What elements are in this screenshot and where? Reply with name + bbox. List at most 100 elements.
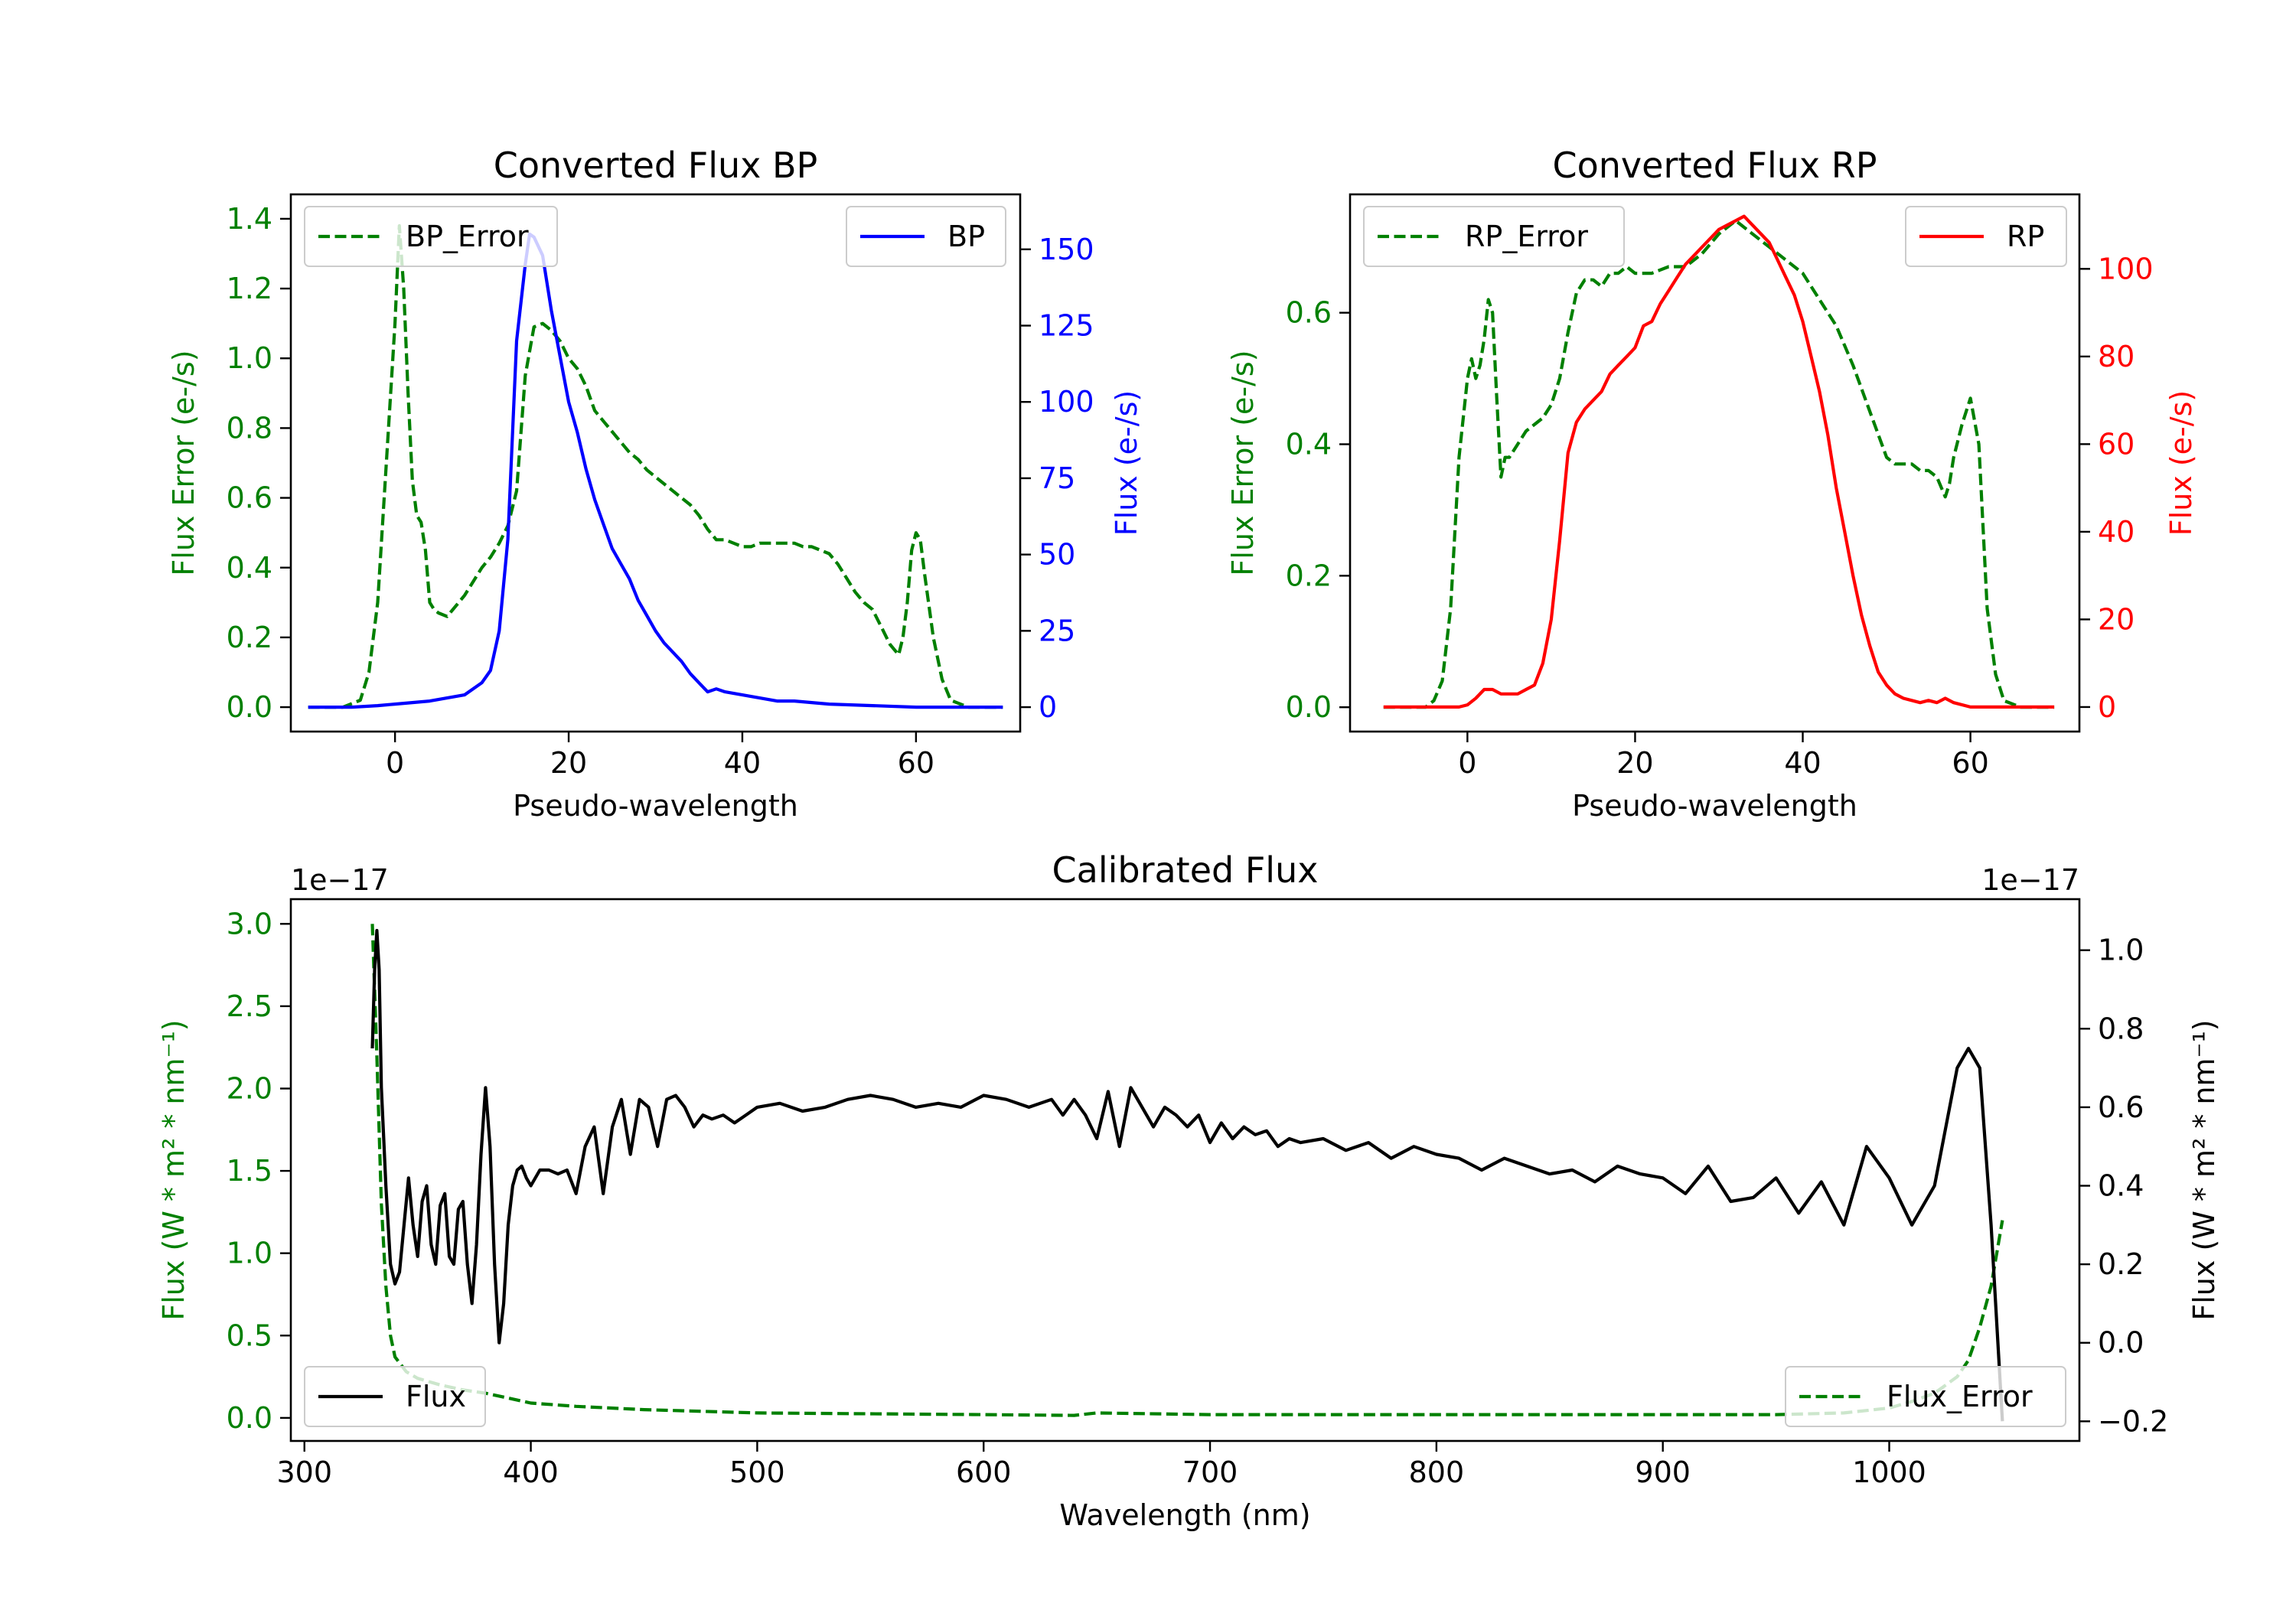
y-right-tick-label: 0.0 [2098,1326,2144,1360]
y-left-tick-label: 0.0 [1286,690,1332,724]
y-left-tick-label: 0.0 [227,1401,272,1435]
chart-title: Calibrated Flux [1052,849,1319,891]
panel-2: 0 20 40 60 0.0 0.2 0.4 0.6 0 20 40 60 80 100 Converted… [1226,145,2198,823]
chart-title: Converted Flux RP [1553,145,1877,186]
y-left-tick-label: 0.6 [227,481,272,515]
legend-label: Flux [406,1380,466,1413]
x-tick-label: 20 [550,746,587,780]
y-right-tick-label: 1.0 [2098,934,2144,967]
x-tick-label: 0 [1458,746,1476,780]
legend-flux: Flux [304,1366,486,1427]
plot-frame [289,193,1022,733]
y-right-tick-label: 40 [2098,515,2135,549]
y-left-tick-label: 0.2 [1286,559,1332,592]
x-axis-label: Pseudo-wavelength [513,789,798,823]
legend-rp-error: RP_Error [1363,206,1625,267]
x-tick-label: 60 [898,746,934,780]
y-right-tick-label: 0.2 [2098,1247,2144,1281]
y-right-tick-label: 0 [2098,690,2116,724]
y-left-axis-label: Flux Error (e-/s) [167,350,201,575]
y-left-tick-label: 0.0 [227,690,272,724]
x-tick-label: 1000 [1852,1455,1926,1489]
y-right-tick-label: 0 [1039,690,1057,724]
panel-1: 0 20 40 60 0.0 0.2 0.4 0.6 0.8 1.0 1.2 1.4 0 25 50 75 10… [167,145,1143,823]
legend-frame [1905,206,2067,267]
legend-label: RP_Error [1465,220,1588,253]
legend-label: RP [2007,220,2044,253]
y-right-tick-label: 100 [1039,385,1094,419]
series-line-flux-error [370,924,2004,1417]
plot-frame [1349,193,2081,733]
y-right-tick-label: 0.4 [2098,1169,2144,1203]
y-right-tick-label: 25 [1039,614,1075,647]
offset-text-right: 1e−17 [1981,863,2079,897]
legend-frame [304,1366,486,1427]
legend-label: BP [947,220,985,253]
y-right-tick-label: 80 [2098,340,2135,373]
plot-frame [289,898,2081,1442]
y-left-tick-label: 0.2 [227,621,272,654]
legend-label: BP_Error [406,220,529,253]
x-tick-label: 20 [1616,746,1653,780]
x-tick-label: 500 [729,1455,785,1489]
x-tick-label: 40 [1784,746,1821,780]
series-line-rp-error [1383,219,2055,709]
y-left-tick-label: 3.0 [227,907,272,940]
y-right-tick-label: 0.8 [2098,1012,2144,1045]
y-right-tick-label: 20 [2098,602,2135,636]
x-tick-label: 60 [1952,746,1988,780]
legend-frame [304,206,558,267]
y-left-axis-label: Flux (W * m² * nm⁻¹) [157,1019,191,1320]
y-left-tick-label: 1.0 [227,1237,272,1270]
x-tick-label: 800 [1409,1455,1465,1489]
series-line-rp [1383,214,2055,709]
y-right-tick-label: 50 [1039,538,1075,572]
y-left-tick-label: 1.2 [227,272,272,305]
y-left-tick-label: 0.5 [227,1319,272,1352]
x-tick-label: 400 [503,1455,559,1489]
y-left-tick-label: 0.4 [227,551,272,585]
legend-flux-error: Flux_Error [1785,1366,2066,1427]
y-right-tick-label: 0.6 [2098,1090,2144,1124]
y-right-axis-label: Flux (W * m² * nm⁻¹) [2187,1019,2221,1320]
series-line-bp-error [308,223,1003,709]
x-axis-label: Pseudo-wavelength [1572,789,1857,823]
y-right-axis-label: Flux (e-/s) [1110,390,1143,536]
y-left-tick-label: 1.5 [227,1154,272,1188]
y-right-tick-label: −0.2 [2098,1404,2168,1438]
x-tick-label: 300 [276,1455,332,1489]
legend-bp: BP [846,206,1006,267]
legend-bp-error: BP_Error [304,206,558,267]
y-left-tick-label: 2.5 [227,989,272,1023]
y-left-tick-label: 1.0 [227,341,272,375]
y-left-tick-label: 2.0 [227,1071,272,1105]
x-tick-label: 0 [386,746,404,780]
offset-text-left: 1e−17 [291,863,389,897]
y-right-tick-label: 150 [1039,233,1094,266]
x-axis-label: Wavelength (nm) [1059,1498,1310,1532]
y-right-tick-label: 125 [1039,309,1094,343]
y-right-tick-label: 60 [2098,427,2135,461]
x-tick-label: 700 [1182,1455,1238,1489]
legend-rp: RP [1905,206,2067,267]
y-right-tick-label: 100 [2098,252,2154,285]
legend-frame [846,206,1006,267]
chart-title: Converted Flux BP [494,145,818,186]
series-line-bp [308,232,1003,709]
legend-frame [1785,1366,2066,1427]
x-tick-label: 40 [724,746,761,780]
x-tick-label: 600 [956,1455,1012,1489]
series-line-flux [370,928,2004,1422]
legend-frame [1363,206,1625,267]
y-right-tick-label: 75 [1039,461,1075,495]
y-left-axis-label: Flux Error (e-/s) [1226,350,1260,575]
y-left-tick-label: 0.8 [227,411,272,445]
legend-label: Flux_Error [1887,1380,2033,1413]
y-left-tick-label: 0.4 [1286,428,1332,461]
y-right-axis-label: Flux (e-/s) [2164,390,2198,536]
y-left-tick-label: 1.4 [227,202,272,236]
panel-3: 300 400 500 600 700 800 900 1000 0.0 0.5 1.0 1.5 2.0… [157,849,2221,1532]
x-tick-label: 900 [1635,1455,1691,1489]
y-left-tick-label: 0.6 [1286,296,1332,330]
